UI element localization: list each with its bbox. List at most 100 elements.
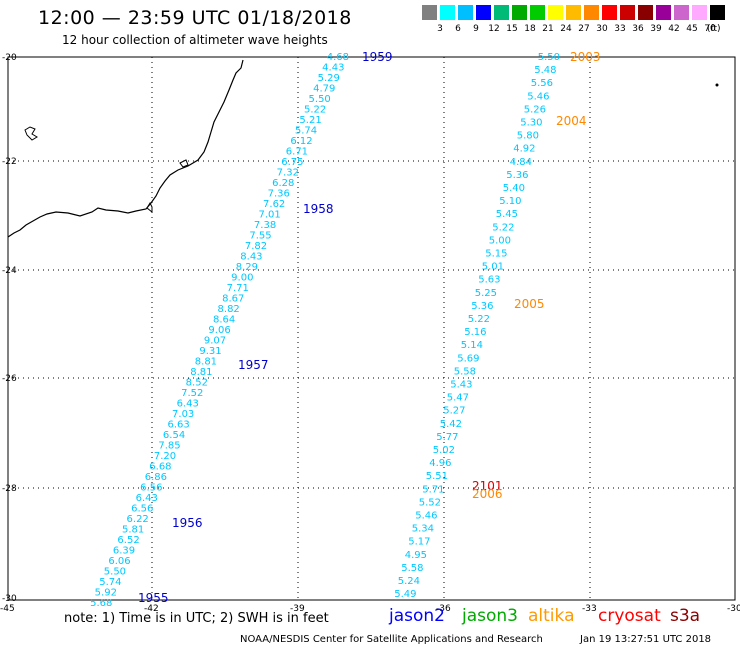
offshore-island (715, 83, 719, 87)
coastline-bay (146, 201, 153, 214)
legend-swatch (710, 5, 725, 20)
legend-swatch (602, 5, 617, 20)
satellite-name: s3a (670, 606, 701, 626)
wave-height-value: 7.62 (263, 199, 285, 210)
pass-time-label: 1956 (172, 516, 203, 530)
wave-height-value: 7.20 (154, 451, 176, 462)
footer-note: note: 1) Time is in UTC; 2) SWH is in fe… (64, 611, 329, 626)
wave-height-value: 5.15 (485, 249, 507, 260)
satellite-tracks: 4.684.435.294.795.505.225.215.746.126.71… (90, 50, 600, 609)
pass-time-label: 1959 (362, 50, 393, 64)
wave-height-value: 5.00 (489, 235, 511, 246)
wave-height-value: 7.71 (227, 283, 249, 294)
longitude-label: -36 (436, 604, 451, 614)
wave-height-value: 4.79 (313, 84, 335, 95)
wave-height-value: 8.82 (218, 304, 240, 315)
map-frame (7, 56, 736, 601)
legend-swatch (620, 5, 635, 20)
pass-time-label: 1958 (303, 202, 334, 216)
wave-height-value: 5.50 (538, 52, 560, 63)
legend-swatch (458, 5, 473, 20)
wave-height-value: 5.24 (398, 576, 420, 587)
wave-height-value: 5.16 (464, 327, 486, 338)
wave-height-value: 5.36 (471, 301, 493, 312)
wave-height-value: 5.22 (492, 222, 514, 233)
latitude-label: -20 (2, 53, 17, 63)
satellite-name: altika (528, 606, 575, 626)
wave-height-value: 6.43 (136, 493, 158, 504)
wave-height-value: 4.43 (322, 63, 344, 74)
coastline-island (179, 159, 189, 168)
wave-height-value: 5.34 (412, 524, 434, 535)
wave-height-value: 5.58 (454, 366, 476, 377)
wave-height-value: 5.25 (475, 288, 497, 299)
wave-height-value: 9.31 (199, 346, 221, 357)
wave-height-value: 7.55 (249, 231, 271, 242)
wave-height-value: 7.38 (254, 220, 276, 231)
wave-height-value: 6.86 (145, 472, 167, 483)
wave-height-value: 9.07 (204, 336, 226, 347)
wave-height-value: 7.82 (245, 241, 267, 252)
wave-height-value: 5.30 (520, 118, 542, 129)
wave-height-value: 5.22 (304, 105, 326, 116)
legend-label: 42 (668, 24, 680, 34)
wave-height-value: 6.06 (108, 556, 130, 567)
wave-height-value: 5.47 (447, 393, 469, 404)
wave-height-value: 8.43 (240, 252, 262, 263)
wave-height-value: 8.81 (190, 367, 212, 378)
wave-height-value: 5.01 (482, 262, 504, 273)
wave-height-value: 5.50 (309, 94, 331, 105)
wave-height-value: 8.81 (195, 357, 217, 368)
legend-label: 24 (560, 24, 572, 34)
latitude-label: -22 (2, 157, 17, 167)
wave-height-value: 4.95 (405, 550, 427, 561)
pass-time-label: 2101 (472, 479, 503, 493)
wave-height-value: 6.28 (272, 178, 294, 189)
wave-height-value: 5.49 (394, 589, 416, 600)
wave-height-value: 5.69 (457, 353, 479, 364)
pass-time-label: 2004 (556, 114, 587, 128)
wave-height-value: 5.48 (534, 65, 556, 76)
wave-height-value: 5.63 (478, 275, 500, 286)
longitude-label: -45 (0, 604, 15, 614)
wave-height-value: 6.43 (177, 399, 199, 410)
legend-label: 27 (578, 24, 590, 34)
wave-height-value: 9.00 (231, 273, 253, 284)
wave-height-value: 5.77 (436, 432, 458, 443)
legend-label: 3 (437, 24, 443, 34)
wave-height-value: 8.64 (213, 315, 235, 326)
legend-swatch (512, 5, 527, 20)
wave-height-value: 9.06 (208, 325, 230, 336)
legend-label: 33 (614, 24, 626, 34)
wave-height-value: 8.29 (236, 262, 258, 273)
legend-label: 6 (455, 24, 461, 34)
legend-swatch (422, 5, 437, 20)
wave-height-value: 4.84 (510, 157, 532, 168)
legend-label: 15 (506, 24, 518, 34)
legend-swatch (692, 5, 707, 20)
wave-height-value: 5.17 (408, 537, 430, 548)
legend-label: 39 (650, 24, 662, 34)
wave-height-value: 6.75 (281, 157, 303, 168)
wave-height-value: 5.74 (99, 577, 121, 588)
wave-height-value: 6.39 (113, 546, 135, 557)
wave-height-value: 5.22 (468, 314, 490, 325)
wave-height-value: 5.92 (95, 588, 117, 599)
coastline (7, 59, 719, 238)
wave-height-value: 7.52 (181, 388, 203, 399)
wave-height-value: 6.22 (127, 514, 149, 525)
wave-height-value: 5.14 (461, 340, 483, 351)
legend-swatch (440, 5, 455, 20)
legend-label: 18 (524, 24, 536, 34)
wave-height-value: 7.03 (172, 409, 194, 420)
wave-height-value: 5.45 (496, 209, 518, 220)
latitude-label: -24 (2, 266, 17, 276)
legend-swatch (566, 5, 581, 20)
legend-swatch (674, 5, 689, 20)
wave-height-value: 5.52 (419, 497, 441, 508)
wave-height-value: 6.71 (286, 147, 308, 158)
legend-swatch (638, 5, 653, 20)
wave-height-value: 6.56 (140, 483, 162, 494)
wave-height-value: 5.21 (299, 115, 321, 126)
